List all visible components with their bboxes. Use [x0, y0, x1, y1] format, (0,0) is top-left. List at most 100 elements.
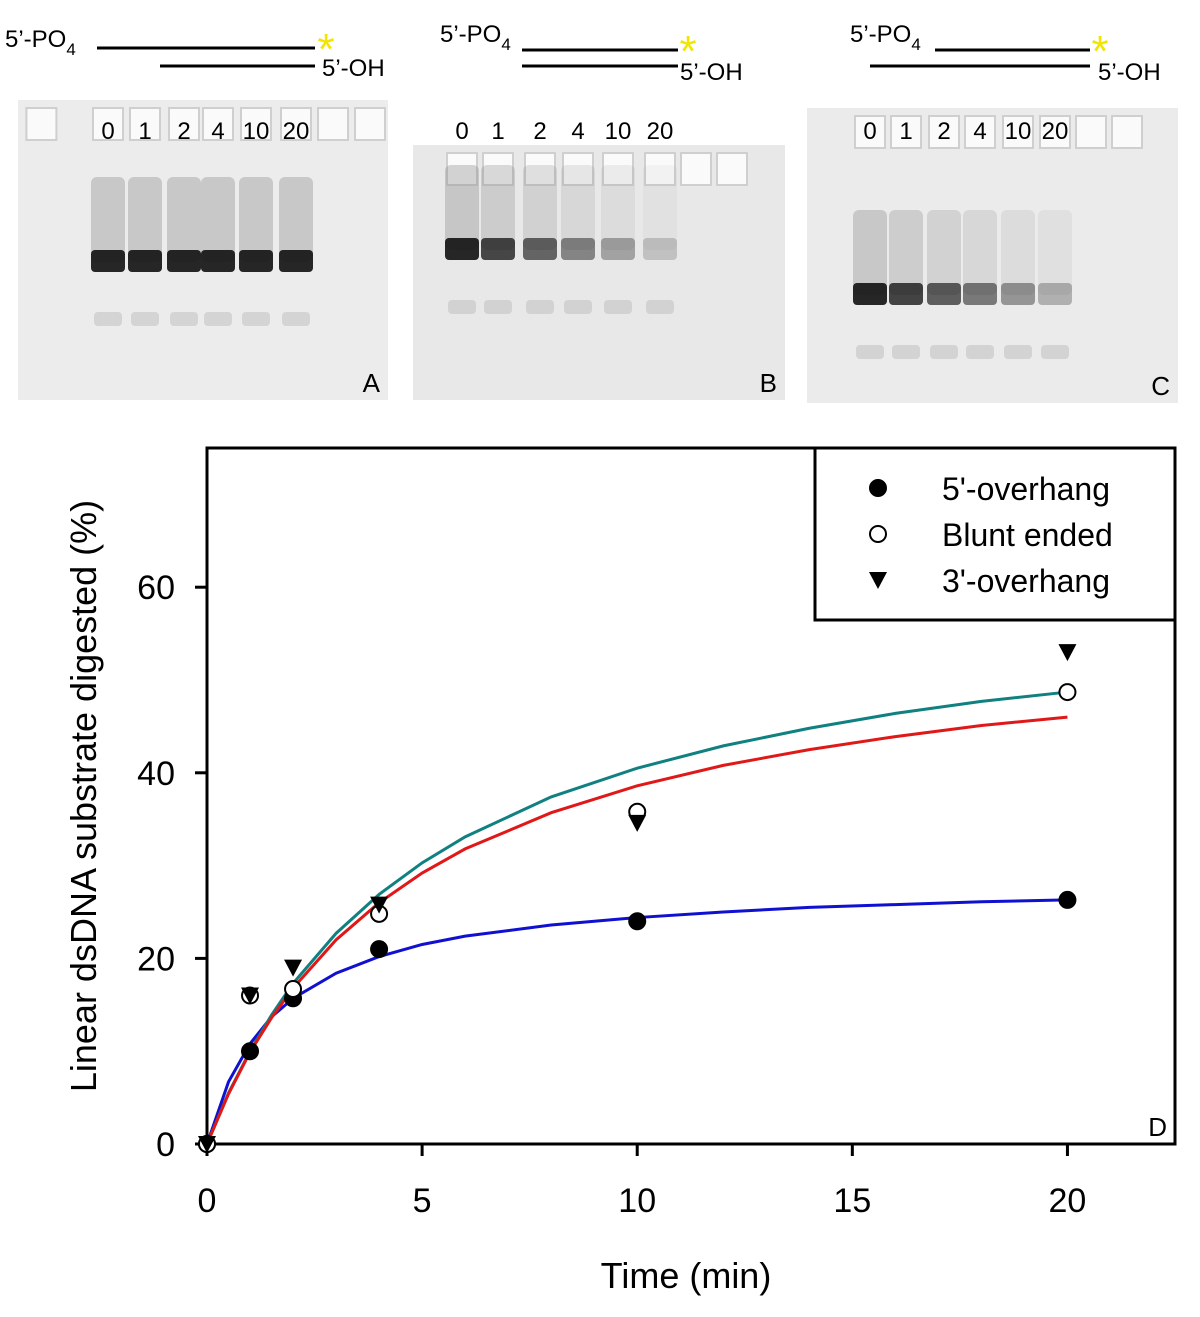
- data-point: [370, 940, 389, 959]
- legend-marker: [869, 479, 887, 497]
- legend-marker: [869, 525, 887, 543]
- gel-well: [1075, 115, 1107, 149]
- gel-well: [1002, 115, 1034, 149]
- lane-label: 2: [937, 118, 950, 145]
- gel-band: [128, 250, 162, 272]
- gel-band: [167, 250, 201, 272]
- lane-label: 1: [138, 118, 151, 145]
- gel-faint-band: [1004, 345, 1032, 359]
- lane-label: 20: [283, 118, 310, 145]
- lane-label: 0: [455, 118, 468, 145]
- gel-smear: [91, 177, 125, 262]
- data-point: [370, 896, 389, 914]
- y-tick-label: 60: [137, 569, 175, 607]
- gel-band: [279, 250, 313, 272]
- lane-label: 20: [647, 118, 674, 145]
- gel-well: [354, 107, 386, 141]
- panel-label: B: [760, 368, 777, 398]
- gel-band: [239, 250, 273, 272]
- y-axis-label: Linear dsDNA substrate digested (%): [63, 500, 104, 1092]
- gel-smear: [523, 165, 557, 250]
- gel-smear: [1038, 210, 1072, 295]
- label-star: *: [1091, 27, 1108, 76]
- lane-label: 0: [863, 118, 876, 145]
- lane-label: 20: [1042, 118, 1069, 145]
- gel-band: [643, 238, 677, 260]
- data-point: [1058, 683, 1077, 702]
- strand-label: 5’-PO4: [440, 21, 511, 54]
- lane-label: 10: [605, 118, 632, 145]
- gel-faint-band: [646, 300, 674, 314]
- legend-marker: [869, 572, 887, 589]
- gel-band: [201, 250, 235, 272]
- gel: [18, 100, 388, 400]
- gel-well: [644, 152, 676, 186]
- lane-label: 4: [571, 118, 584, 145]
- gel-faint-band: [448, 300, 476, 314]
- gel-faint-band: [94, 312, 122, 326]
- gel-faint-band: [170, 312, 198, 326]
- gel-well: [1039, 115, 1071, 149]
- lane-label: 4: [211, 118, 224, 145]
- lane-label: 10: [1005, 118, 1032, 145]
- gel-smear: [561, 165, 595, 250]
- gel-faint-band: [282, 312, 310, 326]
- data-point: [1058, 890, 1077, 909]
- gel-band: [1038, 283, 1072, 305]
- data-point: [284, 959, 303, 977]
- legend-label: Blunt ended: [942, 517, 1113, 553]
- plot-frame: [205, 446, 1177, 1146]
- gel-smear: [1001, 210, 1035, 295]
- label-star: *: [679, 27, 696, 76]
- lane-label: 10: [243, 118, 270, 145]
- gel-smear: [889, 210, 923, 295]
- lane-label: 1: [899, 118, 912, 145]
- x-tick-label: 0: [198, 1182, 217, 1220]
- strand-label-main: 5’-PO: [5, 26, 66, 53]
- gel-well: [854, 115, 886, 149]
- x-axis-label: Time (min): [601, 1255, 772, 1296]
- gel-faint-band: [930, 345, 958, 359]
- data-point: [628, 814, 647, 832]
- gel-well: [482, 152, 514, 186]
- gel-band: [481, 238, 515, 260]
- gel-band: [601, 238, 635, 260]
- x-tick-label: 10: [618, 1182, 656, 1220]
- panel-label: A: [363, 368, 381, 398]
- x-tick-label: 5: [413, 1182, 432, 1220]
- gel-band: [889, 283, 923, 305]
- gel-well: [317, 107, 349, 141]
- gel-well: [562, 152, 594, 186]
- lane-label: 2: [177, 118, 190, 145]
- legend-label: 5'-overhang: [942, 471, 1110, 507]
- gel-smear: [201, 177, 235, 262]
- gel-smear: [481, 165, 515, 250]
- strand-label: 5’-PO4: [850, 21, 921, 54]
- strand-label: 5’-OH: [322, 55, 385, 82]
- gel-well: [890, 115, 922, 149]
- gel-smear: [167, 177, 201, 262]
- strand-label-sub: 4: [66, 40, 75, 59]
- gel-well: [928, 115, 960, 149]
- gel-well: [240, 107, 272, 141]
- legend-label: 3'-overhang: [942, 563, 1110, 599]
- gel-faint-band: [131, 312, 159, 326]
- gel-well: [25, 107, 58, 141]
- data-point: [628, 912, 647, 931]
- data-point: [1058, 644, 1077, 662]
- data-point: [241, 987, 260, 1005]
- gel-well: [716, 152, 748, 186]
- gel-faint-band: [1041, 345, 1069, 359]
- gel-band: [91, 250, 125, 272]
- gel-faint-band: [604, 300, 632, 314]
- panel-label: D: [1148, 1112, 1167, 1142]
- fit-line: [205, 715, 1068, 1145]
- x-tick-label: 20: [1049, 1182, 1087, 1220]
- strand-label-main: 5’-PO: [440, 21, 501, 48]
- strand-label: 5’-OH: [680, 59, 743, 86]
- gel-smear: [643, 165, 677, 250]
- data-point: [284, 980, 303, 999]
